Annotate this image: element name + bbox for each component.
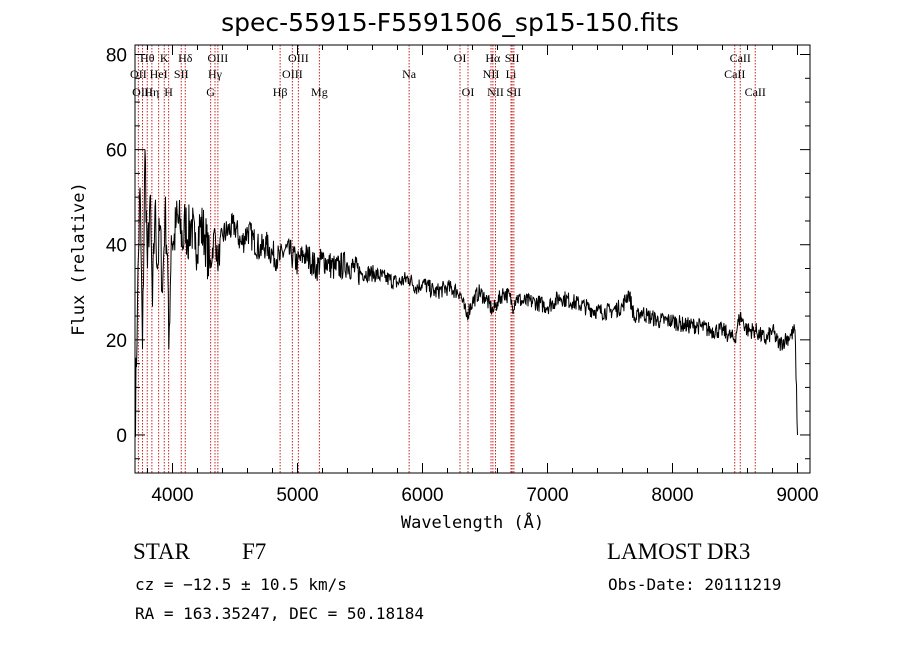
line-label-14: Hβ — [273, 85, 288, 99]
object-subclass: F7 — [242, 539, 267, 564]
y-tick-label-3: 60 — [106, 141, 127, 162]
y-tick-label-1: 20 — [106, 331, 127, 352]
axis-tick-labels: 4000 5000 6000 7000 8000 9000 0 20 40 60 80 — [106, 46, 819, 506]
line-label-5: HeI — [150, 67, 168, 81]
x-axis-label: Wavelength (Å) — [401, 511, 544, 533]
line-label-10: Hγ — [208, 67, 223, 81]
x-tick-label-3: 7000 — [526, 485, 568, 506]
line-label-17: OI — [454, 51, 467, 65]
x-tick-label-2: 6000 — [401, 485, 443, 506]
line-label-21: NII — [487, 85, 504, 99]
y-tick-label-2: 40 — [106, 236, 127, 257]
object-class: STAR — [133, 539, 190, 564]
line-label-18: OI — [462, 85, 475, 99]
plot-frame — [134, 44, 811, 474]
line-label-1: OII — [130, 67, 147, 81]
axis-ticks — [135, 45, 810, 473]
line-label-12: OIII — [288, 51, 309, 65]
line-label-19: Hα — [485, 51, 501, 65]
line-label-3: Hη — [144, 85, 159, 99]
line-label-6: SII — [174, 67, 189, 81]
line-label-16: Na — [402, 67, 417, 81]
line-label-20: NII — [483, 67, 500, 81]
spectrum-line — [134, 149, 798, 438]
line-label-15: Mg — [311, 85, 328, 99]
coordinates: RA = 163.35247, DEC = 50.18184 — [135, 604, 424, 623]
x-tick-label-1: 5000 — [276, 485, 318, 506]
line-label-4: K — [160, 51, 169, 65]
redshift-text: cz = −12.5 ± 10.5 km/s — [135, 575, 347, 594]
line-label-11: G — [206, 85, 215, 99]
y-tick-label-4: 80 — [106, 46, 127, 67]
line-label-2: OIII — [132, 85, 153, 99]
line-label-23: Li — [506, 67, 517, 81]
line-label-13: OIII — [282, 67, 303, 81]
x-tick-label-4: 8000 — [651, 485, 693, 506]
line-label-25: CaII — [730, 51, 751, 65]
line-label-27: CaII — [745, 85, 766, 99]
line-label-24: SII — [507, 85, 522, 99]
x-tick-label-5: 9000 — [776, 485, 818, 506]
line-label-0: Hθ — [140, 51, 155, 65]
line-label-9: OIII — [208, 51, 229, 65]
line-label-7: H — [164, 85, 173, 99]
survey-name: LAMOST DR3 — [607, 539, 751, 564]
y-tick-label-0: 0 — [116, 426, 127, 447]
line-label-22: SII — [505, 51, 520, 65]
line-label-8: Hδ — [178, 51, 193, 65]
chart-title: spec-55915-F5591506_sp15-150.fits — [221, 8, 679, 37]
line-label-26: CaII — [724, 67, 745, 81]
obs-date: Obs-Date: 20111219 — [608, 575, 782, 594]
emission-line-markers — [137, 45, 756, 473]
y-axis-label: Flux (relative) — [69, 182, 89, 336]
x-tick-label-0: 4000 — [151, 485, 193, 506]
